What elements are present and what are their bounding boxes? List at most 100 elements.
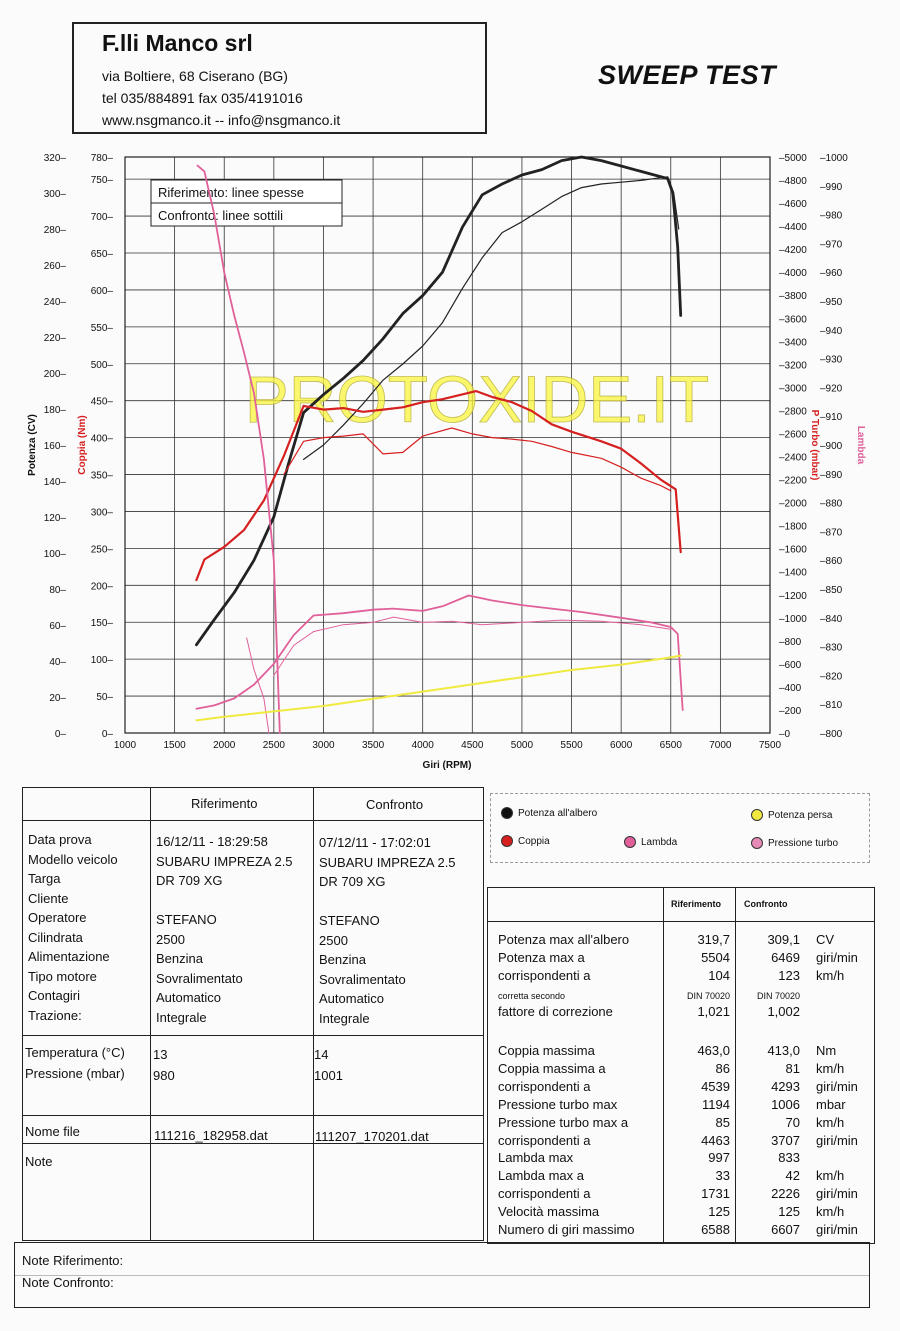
lambda-tick-label: –890 [820,470,843,481]
x-tick-label: 5500 [560,740,583,751]
coppia-tick-label: 100– [91,655,114,666]
result-rif: 997 [708,1150,730,1166]
result-conf: 6607 [771,1222,800,1237]
lambda-tick-label: –980 [820,211,843,222]
result-unit: km/h [816,1204,845,1220]
file-rif: 111216_182958.dat [154,1128,268,1143]
turbo-tick-label: –1600 [779,545,807,556]
file-label: Nome file [25,1124,80,1139]
vehicle-row-conf: STEFANO [319,913,380,928]
turbo-tick-label: –1000 [779,614,807,625]
coppia-tick-label: 700– [91,212,114,223]
turbo-tick-label: –2200 [779,476,807,487]
x-tick-label: 6500 [660,740,683,751]
coppia-tick-label: 600– [91,286,114,297]
result-unit: giri/min [816,1186,858,1202]
result-conf: 309,1 [767,932,800,947]
turbo-tick-label: –1400 [779,568,807,579]
series-line [195,594,684,711]
result-conf: DIN 70020 [756,991,800,1001]
series-line [283,427,672,492]
potenza-tick-label: 180– [44,405,67,416]
x-tick-label: 4500 [461,740,484,751]
lambda-tick-label: –970 [820,239,843,250]
result-label: Pressione turbo max a [498,1114,629,1130]
vehicle-row-conf: Automatico [319,991,385,1006]
legend-coppia: Coppia [501,835,550,847]
coppia-tick-label: 350– [91,471,114,482]
coppia-tick-label: 750– [91,175,114,186]
note-label: Note [25,1154,53,1169]
env-row-label: Temperatura (°C) [25,1045,125,1060]
result-unit: giri/min [816,950,858,965]
env-row-label: Pressione (mbar) [25,1066,125,1081]
company-web: www.nsgmanco.it -- info@nsgmanco.it [102,112,341,128]
vehicle-row-conf: 2500 [319,932,348,948]
x-tick-label: 5000 [511,740,534,751]
result-conf: 413,0 [767,1043,800,1058]
lambda-tick-label: –830 [820,643,843,654]
turbo-tick-label: –1800 [779,522,807,533]
pink-dot-icon [624,836,636,848]
legend-lambda: Lambda [624,836,677,848]
result-label: Velocità massima [498,1204,600,1220]
lambda-tick-label: –910 [820,412,843,423]
coppia-tick-label: 550– [91,323,114,334]
results-table: Riferimento Confronto Potenza max all'al… [487,887,875,1244]
header-box [72,22,487,134]
result-label: fattore di correzione [498,1004,613,1019]
potenza-tick-label: 200– [44,369,67,380]
potenza-tick-label: 60– [49,621,66,632]
vehicle-row-rif: Sovralimentato [156,970,243,986]
vehicle-row-label: Contagiri [28,988,81,1003]
turbo-tick-label: –4400 [779,222,807,233]
turbo-tick-label: –600 [779,660,802,671]
result-unit: km/h [816,1114,845,1130]
turbo-tick-label: –800 [779,637,802,648]
vehicle-row-conf: DR 709 XG [319,874,386,889]
potenza-tick-label: 120– [44,513,67,524]
result-rif: 1731 [701,1186,730,1202]
dyno-chart: 1000 1500 2000 2500 3000 3500 4000 4500 5000 5500… [27,153,866,771]
col-header-rif: Riferimento [191,796,258,811]
vehicle-row-conf: Sovralimentato [319,971,406,987]
x-tick-label: 3500 [362,740,385,751]
potenza-tick-label: 240– [44,297,67,308]
result-conf: 1006 [771,1096,800,1112]
coppia-tick-label: 250– [91,544,114,555]
result-rif: 85 [715,1114,730,1130]
turbo-tick-label: –4200 [779,245,807,256]
result-rif: 6588 [701,1222,730,1237]
vehicle-row-label: Modello veicolo [28,851,118,867]
result-unit: mbar [816,1096,846,1112]
turbo-tick-label: –3000 [779,383,807,394]
result-label: Coppia massima [498,1043,595,1058]
vehicle-row-rif: Integrale [156,1009,207,1025]
potenza-tick-label: 220– [44,333,67,344]
turbo-tick-label: –200 [779,706,802,717]
result-unit: giri/min [816,1222,858,1237]
turbo-tick-label: –2400 [779,453,807,464]
coppia-tick-label: 780– [91,153,114,164]
vehicle-row-rif: DR 709 XG [156,873,223,888]
turbo-tick-label: –3400 [779,337,807,348]
env-row-rif: 13 [153,1047,168,1062]
lambda-tick-label: –820 [820,671,843,682]
legend-thick-lines: Riferimento: linee spesse [158,185,304,200]
result-rif: 4463 [701,1132,730,1148]
potenza-tick-label: 100– [44,549,67,560]
vehicle-row-rif: SUBARU IMPREZA 2.5 [156,853,293,869]
vehicle-row-rif: 2500 [156,931,185,947]
result-rif: 33 [715,1168,730,1184]
legend-pressione-turbo: Pressione turbo [751,837,838,849]
notes-box: Note Riferimento: Note Confronto: [14,1242,870,1308]
result-rif: 1194 [702,1096,730,1112]
x-tick-label: 6000 [610,740,633,751]
lambda-tick-label: –860 [820,556,843,567]
result-conf: 833 [778,1150,800,1166]
result-unit: km/h [816,1168,845,1184]
vehicle-row-label: Operatore [28,910,87,925]
result-rif: 319,7 [697,932,730,947]
vehicle-row-conf: SUBARU IMPREZA 2.5 [319,854,456,870]
turbo-axis-title: P Turbo (mbar) [809,410,820,481]
